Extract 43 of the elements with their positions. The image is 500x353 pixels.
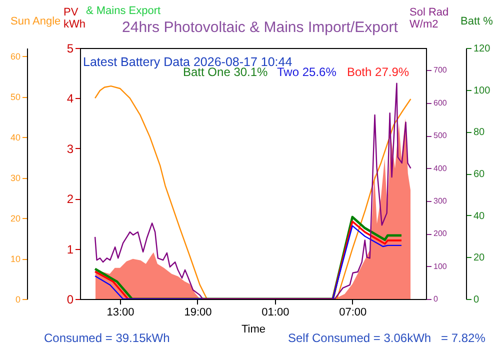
y-tick-label: 2 xyxy=(66,192,74,206)
y-axis-title: PV kWh xyxy=(64,6,86,30)
y-tick-label: 0 xyxy=(66,292,74,306)
chart-title: 24hrs Photovoltaic & Mains Import/Export xyxy=(122,19,399,36)
y2-tick-label: 60 xyxy=(10,52,20,62)
y-tick-label: 4 xyxy=(66,92,74,106)
y-tick-label: 5 xyxy=(66,42,74,56)
y2-axis-title: Sun Angle xyxy=(10,16,61,28)
text: & Mains Export xyxy=(86,5,161,17)
y3-axis-title: Batt % xyxy=(460,16,494,28)
y-tick-label: 700 xyxy=(434,66,448,75)
y-tick-label: 0 xyxy=(434,294,438,304)
text: = 7.82% xyxy=(441,331,486,345)
x-tick-label: 19:00 xyxy=(184,306,212,318)
y2-tick-label: 0 xyxy=(15,294,20,304)
y3-tick-label: 80 xyxy=(474,127,486,138)
y-tick-label: 300 xyxy=(434,196,448,206)
y-tick-label: 600 xyxy=(434,98,448,108)
text: Consumed = 39.15kWh xyxy=(44,331,170,345)
y-axis-title: Sol Rad W/m2 xyxy=(410,6,449,30)
y2-tick-label: 40 xyxy=(10,132,20,143)
y-tick-label: 3 xyxy=(66,142,74,156)
x-axis-title: Time xyxy=(241,324,266,336)
y2-tick-label: 50 xyxy=(10,92,20,102)
y3-tick-label: 0 xyxy=(474,294,480,306)
y-tick-label: 200 xyxy=(434,229,448,238)
y-tick-label: 1 xyxy=(66,242,74,256)
annotation: Both 27.9% xyxy=(347,65,410,79)
y2-tick-label: 30 xyxy=(10,173,20,184)
y3-tick-label: 40 xyxy=(474,210,486,222)
y3-tick-label: 60 xyxy=(474,169,486,180)
x-tick-label: 13:00 xyxy=(106,306,134,318)
y-tick-label: 400 xyxy=(434,164,448,173)
x-tick-label: 01:00 xyxy=(262,306,290,318)
text: Self Consumed = 3.06kWh xyxy=(288,331,432,345)
y3-tick-label: 100 xyxy=(474,85,491,96)
y-tick-label: 100 xyxy=(434,262,448,271)
x-tick-label: 07:00 xyxy=(339,306,367,318)
y3-tick-label: 20 xyxy=(474,252,486,264)
y-tick-label: 500 xyxy=(434,131,448,140)
y2-tick-label: 10 xyxy=(10,254,20,264)
y3-tick-label: 120 xyxy=(474,44,491,54)
y2-tick-label: 20 xyxy=(10,214,20,224)
